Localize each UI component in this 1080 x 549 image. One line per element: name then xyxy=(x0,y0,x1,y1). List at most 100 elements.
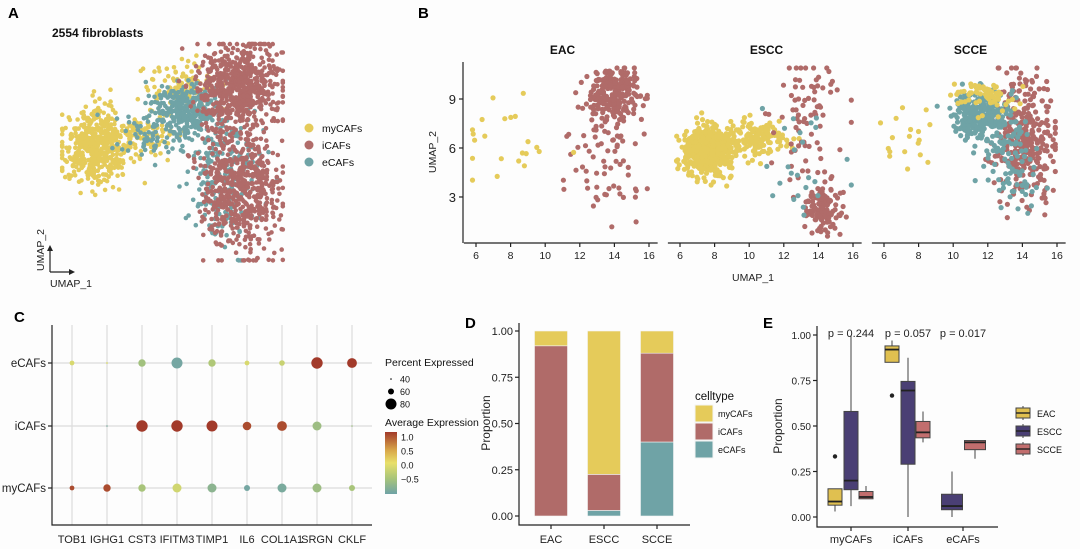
point-iCAFs xyxy=(815,169,821,176)
point-myCAFs xyxy=(776,118,782,124)
dot-eCAFs-SRGN xyxy=(311,357,323,369)
point-iCAFs xyxy=(215,156,220,161)
point-iCAFs xyxy=(800,84,806,90)
point-iCAFs xyxy=(217,199,222,205)
point-iCAFs xyxy=(632,78,638,84)
point-iCAFs xyxy=(625,172,631,178)
point-myCAFs xyxy=(983,87,989,93)
point-iCAFs xyxy=(631,65,637,71)
point-eCAFs xyxy=(149,109,154,114)
point-iCAFs xyxy=(228,209,234,215)
point-iCAFs xyxy=(248,53,253,58)
point-iCAFs xyxy=(624,70,631,76)
point-myCAFs xyxy=(88,135,94,141)
point-myCAFs xyxy=(90,113,96,118)
point-myCAFs xyxy=(740,119,746,125)
point-myCAFs xyxy=(170,76,176,81)
point-iCAFs xyxy=(207,199,212,204)
point-iCAFs xyxy=(204,109,210,114)
legend-key-eCAFs xyxy=(694,440,714,459)
box-eCAFs-SCCE xyxy=(964,440,986,459)
point-myCAFs xyxy=(140,66,146,71)
point-eCAFs xyxy=(770,193,776,199)
point-iCAFs xyxy=(225,169,230,174)
point-eCAFs xyxy=(170,108,176,114)
point-iCAFs xyxy=(566,131,572,137)
point-myCAFs xyxy=(961,88,967,94)
panel-c-axes xyxy=(51,325,372,526)
point-iCAFs xyxy=(176,78,182,84)
point-iCAFs xyxy=(241,87,246,93)
gene-label: COL1A1 xyxy=(261,534,303,546)
point-myCAFs xyxy=(765,138,771,144)
point-iCAFs xyxy=(644,95,650,101)
point-eCAFs xyxy=(1033,184,1039,191)
point-iCAFs xyxy=(1044,143,1050,149)
x-tick-label: 8 xyxy=(508,250,514,262)
point-iCAFs xyxy=(1029,127,1035,133)
point-iCAFs xyxy=(195,108,200,113)
point-iCAFs xyxy=(261,246,267,251)
point-myCAFs xyxy=(113,110,118,116)
point-iCAFs xyxy=(818,196,825,202)
point-eCAFs xyxy=(993,146,1000,152)
point-iCAFs xyxy=(1031,90,1038,96)
point-iCAFs xyxy=(826,210,832,216)
point-myCAFs xyxy=(728,145,734,151)
dot-myCAFs-CST3 xyxy=(138,484,146,492)
point-iCAFs xyxy=(578,79,584,85)
point-myCAFs xyxy=(98,147,103,153)
point-myCAFs xyxy=(108,122,114,127)
point-iCAFs xyxy=(217,150,223,155)
point-iCAFs xyxy=(273,179,278,185)
arrow-right-icon xyxy=(69,269,75,275)
point-eCAFs xyxy=(180,143,185,149)
bar-SCCE-iCAFs xyxy=(640,352,674,443)
point-eCAFs xyxy=(193,222,199,228)
point-iCAFs xyxy=(257,62,263,67)
point-myCAFs xyxy=(80,150,85,155)
gene-label: CKLF xyxy=(338,534,366,546)
point-myCAFs xyxy=(721,145,727,151)
point-iCAFs xyxy=(246,234,252,239)
point-myCAFs xyxy=(525,139,531,145)
point-myCAFs xyxy=(97,96,102,101)
point-iCAFs xyxy=(834,87,840,93)
point-eCAFs xyxy=(998,134,1004,140)
point-myCAFs xyxy=(764,122,770,129)
point-iCAFs xyxy=(611,76,618,82)
point-iCAFs xyxy=(616,100,622,106)
point-iCAFs xyxy=(225,115,231,121)
point-iCAFs xyxy=(237,221,242,227)
color-legend-title: Average Expression xyxy=(385,417,479,429)
point-myCAFs xyxy=(995,114,1001,120)
point-iCAFs xyxy=(260,210,266,215)
point-iCAFs xyxy=(215,107,220,113)
point-iCAFs xyxy=(195,86,200,91)
point-iCAFs xyxy=(216,116,222,122)
dot-myCAFs-TIMP1 xyxy=(207,483,217,493)
point-iCAFs xyxy=(249,181,254,186)
point-myCAFs xyxy=(67,155,73,160)
y-tick-label: 0.75 xyxy=(492,372,513,384)
point-iCAFs xyxy=(1004,70,1010,76)
point-iCAFs xyxy=(242,65,248,70)
point-eCAFs xyxy=(134,123,140,129)
point-myCAFs xyxy=(521,163,528,169)
point-myCAFs xyxy=(119,128,125,133)
point-iCAFs xyxy=(779,114,785,120)
point-iCAFs xyxy=(250,171,256,177)
dot-iCAFs-CKLF xyxy=(351,425,353,427)
point-iCAFs xyxy=(270,258,276,263)
point-iCAFs xyxy=(233,119,238,125)
point-iCAFs xyxy=(209,83,214,88)
point-iCAFs xyxy=(242,59,248,65)
point-eCAFs xyxy=(1019,168,1025,174)
point-iCAFs xyxy=(200,214,205,220)
x-tick-label: 10 xyxy=(947,250,959,262)
point-iCAFs xyxy=(208,88,213,94)
point-myCAFs xyxy=(98,129,104,134)
point-myCAFs xyxy=(740,137,747,143)
point-myCAFs xyxy=(754,135,760,141)
point-eCAFs xyxy=(1024,131,1030,137)
